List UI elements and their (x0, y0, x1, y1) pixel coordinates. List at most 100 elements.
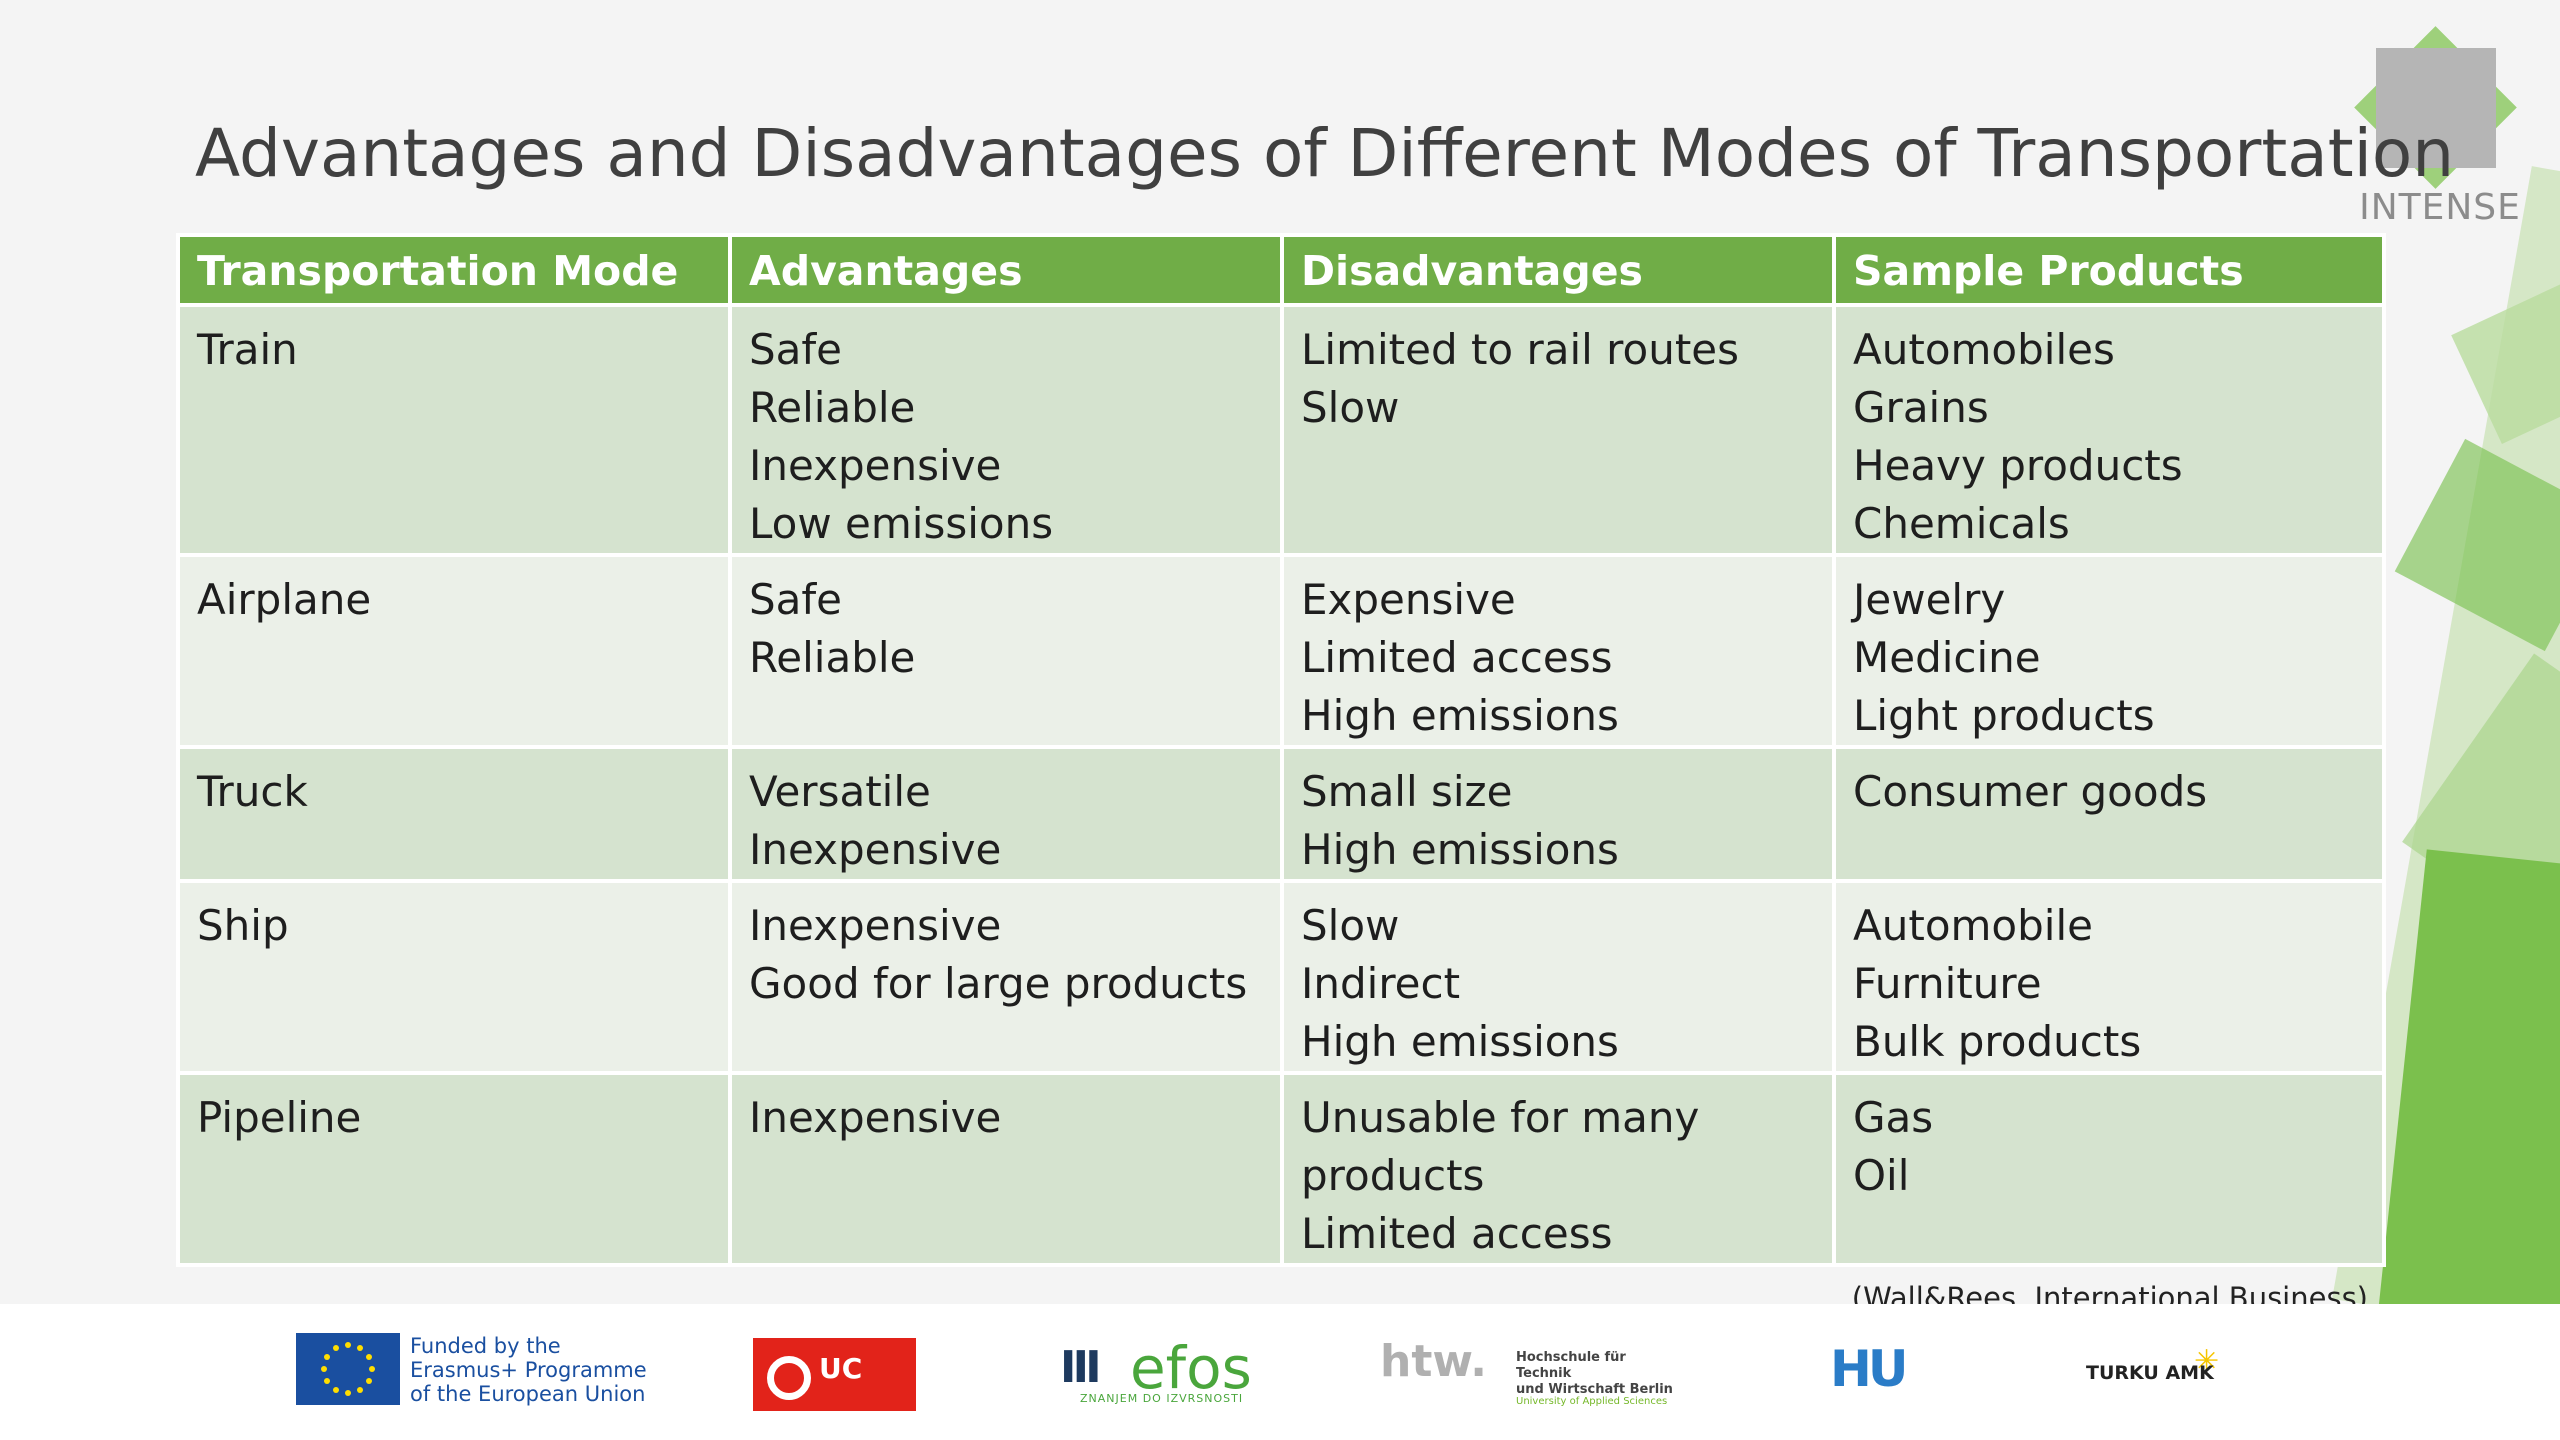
cell-products: Consumer goods (1832, 745, 2386, 883)
cell-products: Automobiles Grains Heavy products Chemicals (1832, 303, 2386, 557)
disadvantages-item: Slow (1301, 901, 1400, 950)
cell-disadvantages: Unusable for many products Limited access (1280, 1071, 1836, 1267)
cell-mode: Train (176, 303, 732, 557)
efos-columns-icon: Ⅲ (1060, 1342, 1102, 1393)
advantages-item: Inexpensive (749, 1093, 1002, 1142)
htw-name-line: Hochschule für Technik (1516, 1350, 1626, 1381)
products-item: Automobiles (1853, 325, 2115, 374)
hu-mark: HU (1830, 1340, 1908, 1398)
eu-star-icon (357, 1386, 363, 1393)
disadvantages-item: High emissions (1301, 691, 1619, 740)
eu-text-line: of the European Union (410, 1382, 646, 1406)
eu-star-icon (365, 1378, 372, 1384)
table-row: Truck Versatile Inexpensive Small size High … (176, 745, 2386, 883)
eu-text-line: Erasmus+ Programme (410, 1358, 647, 1382)
cell-products: Gas Oil (1832, 1071, 2386, 1267)
mode-text: Ship (197, 901, 289, 950)
disadvantages-item: Indirect (1301, 959, 1461, 1008)
cell-disadvantages: Limited to rail routes Slow (1280, 303, 1836, 557)
decorative-shape (2451, 276, 2560, 444)
products-item: Oil (1853, 1151, 1910, 1200)
cell-advantages: Inexpensive Good for large products (728, 879, 1284, 1075)
header-transportation-mode: Transportation Mode (176, 233, 732, 307)
cell-products: Jewelry Medicine Light products (1832, 553, 2386, 749)
htw-text: htw. (1380, 1336, 1487, 1387)
cell-products: Automobile Furniture Bulk products (1832, 879, 2386, 1075)
header-advantages: Advantages (728, 233, 1284, 307)
cell-advantages: Safe Reliable (728, 553, 1284, 749)
advantages-item: Inexpensive (749, 825, 1002, 874)
cell-mode: Pipeline (176, 1071, 732, 1267)
cell-advantages: Versatile Inexpensive (728, 745, 1284, 883)
advantages-item: Versatile (749, 767, 931, 816)
mode-text: Airplane (197, 575, 372, 624)
eu-star-icon (345, 1390, 351, 1396)
table-row: Airplane Safe Reliable Expensive Limited acc… (176, 553, 2386, 749)
products-item: Light products (1853, 691, 2155, 740)
sun-icon: ✳ (2194, 1344, 2220, 1379)
products-item: Consumer goods (1853, 767, 2208, 816)
cell-disadvantages: Slow Indirect High emissions (1280, 879, 1836, 1075)
htw-name-line: und Wirtschaft Berlin (1516, 1382, 1673, 1397)
table-row: Ship Inexpensive Good for large products Sl… (176, 879, 2386, 1075)
footer-logos (0, 1304, 2560, 1440)
disadvantages-item: Unusable for many (1301, 1093, 1700, 1142)
disadvantages-item: Limited access (1301, 633, 1613, 682)
efos-logo: Ⅲ efos ZNANJEM DO IZVRSNOSTI (1060, 1330, 1252, 1410)
disadvantages-item: products (1301, 1151, 1485, 1200)
disadvantages-item: High emissions (1301, 1017, 1619, 1066)
advantages-item: Inexpensive (749, 441, 1002, 490)
table-header-row: Transportation Mode Advantages Disadvant… (176, 233, 2386, 307)
cell-mode: Ship (176, 879, 732, 1075)
efos-tagline: ZNANJEM DO IZVRSNOSTI (1080, 1392, 1244, 1405)
eu-star-icon (365, 1354, 372, 1360)
advantages-item: Safe (749, 325, 843, 374)
products-item: Bulk products (1853, 1017, 2142, 1066)
efos-text: efos (1130, 1334, 1252, 1402)
disadvantages-item: Limited to rail routes (1301, 325, 1740, 374)
products-item: Gas (1853, 1093, 1934, 1142)
logo-text: INTENSE (2359, 187, 2521, 228)
eu-funding-text: Funded by the Erasmus+ Programme of the … (410, 1334, 647, 1406)
htw-tagline: University of Applied Sciences (1516, 1396, 1668, 1407)
eu-star-icon (333, 1345, 339, 1352)
eu-star-icon (369, 1366, 375, 1372)
cell-mode: Truck (176, 745, 732, 883)
cell-mode: Airplane (176, 553, 732, 749)
ucll-ring-icon (767, 1356, 811, 1400)
htw-logo: htw. Hochschule für Technik und Wirtscha… (1380, 1336, 1680, 1416)
products-item: Automobile (1853, 901, 2093, 950)
advantages-item: Inexpensive (749, 901, 1002, 950)
advantages-item: Low emissions (749, 499, 1054, 548)
products-item: Jewelry (1853, 575, 2006, 624)
ucll-logo: UC (753, 1338, 916, 1411)
advantages-item: Safe (749, 575, 843, 624)
products-item: Furniture (1853, 959, 2042, 1008)
disadvantages-item: Slow (1301, 383, 1400, 432)
table-row: Train Safe Reliable Inexpensive Low emission… (176, 303, 2386, 557)
cell-disadvantages: Expensive Limited access High emissions (1280, 553, 1836, 749)
turku-amk-text: TURKU AMK (2086, 1362, 2214, 1384)
cell-disadvantages: Small size High emissions (1280, 745, 1836, 883)
eu-text-line: Funded by the (410, 1334, 561, 1358)
eu-star-icon (321, 1366, 327, 1372)
products-item: Grains (1853, 383, 1989, 432)
ucll-text: UC (819, 1352, 863, 1385)
intense-logo: INTENSE (2340, 22, 2540, 232)
cell-advantages: Inexpensive (728, 1071, 1284, 1267)
logo-square (2376, 48, 2496, 168)
transport-table: Transportation Mode Advantages Disadvant… (176, 233, 2386, 1267)
table-row: Pipeline Inexpensive Unusable for many prod… (176, 1071, 2386, 1267)
products-item: Medicine (1853, 633, 2041, 682)
eu-star-icon (324, 1354, 331, 1360)
eu-star-icon (345, 1342, 351, 1348)
hu-logo: HU (1830, 1340, 1970, 1410)
turku-amk-logo: ✳ TURKU AMK (2086, 1344, 2226, 1414)
advantages-item: Good for large products (749, 959, 1248, 1008)
header-disadvantages: Disadvantages (1280, 233, 1836, 307)
advantages-item: Reliable (749, 633, 916, 682)
header-sample-products: Sample Products (1832, 233, 2386, 307)
mode-text: Train (197, 325, 298, 374)
disadvantages-item: High emissions (1301, 825, 1619, 874)
